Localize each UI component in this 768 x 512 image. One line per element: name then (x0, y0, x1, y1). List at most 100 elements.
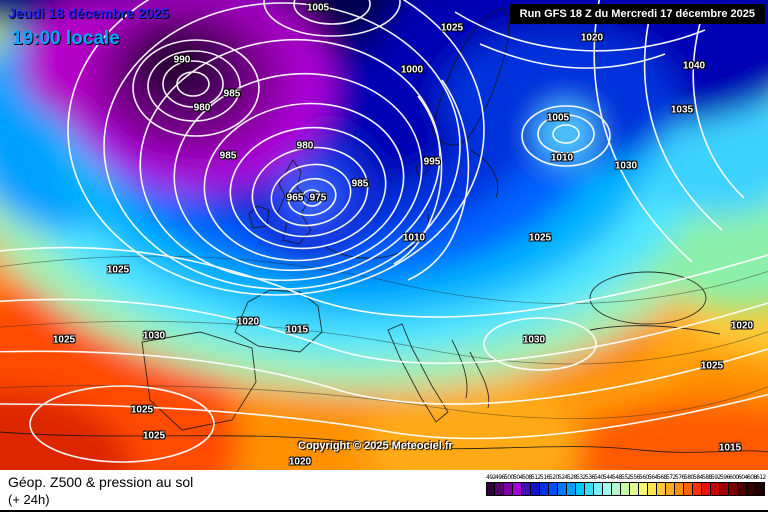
pressure-label: 1025 (106, 264, 130, 276)
colorbar-swatch (486, 482, 495, 496)
colorbar-value: 532 (576, 474, 586, 481)
copyright-text: Copyright © 2025 Meteociel.fr (298, 440, 453, 452)
colorbar-cell: 528 (567, 474, 577, 496)
colorbar-cell: 548 (612, 474, 622, 496)
colorbar-value: 576 (675, 474, 685, 481)
pressure-label: 1030 (142, 330, 166, 342)
pressure-label: 985 (223, 88, 241, 100)
colorbar-swatch (585, 482, 594, 496)
colorbar-value: 552 (621, 474, 631, 481)
pressure-label: 1015 (718, 442, 742, 454)
pressure-label: 1035 (670, 104, 694, 116)
pressure-label: 1010 (550, 152, 574, 164)
colorbar-value: 544 (603, 474, 613, 481)
colorbar-cell: 568 (657, 474, 667, 496)
colorbar-value: 508 (522, 474, 532, 481)
colorbar-value: 592 (711, 474, 721, 481)
colorbar-cell: 584 (693, 474, 703, 496)
colorbar-swatch (594, 482, 603, 496)
chart-title: Géop. Z500 & pression au sol (8, 474, 194, 490)
pressure-label: 1025 (130, 404, 154, 416)
colorbar-value: 524 (558, 474, 568, 481)
colorbar-swatch (576, 482, 585, 496)
colorbar-cell: 576 (675, 474, 685, 496)
colorbar-swatch (720, 482, 729, 496)
colorbar-swatch (612, 482, 621, 496)
colorbar-cell: 500 (504, 474, 514, 496)
colorbar-swatch (738, 482, 747, 496)
colorbar-value: 580 (684, 474, 694, 481)
colorbar-cell: 540 (594, 474, 604, 496)
forecast-local-time: 19:00 locale (12, 28, 120, 49)
colorbar-swatch (756, 482, 765, 496)
colorbar-cell: 496 (495, 474, 505, 496)
pressure-label: 1020 (236, 316, 260, 328)
colorbar-value: 588 (702, 474, 712, 481)
pressure-label: 990 (173, 54, 191, 66)
colorbar-value: 556 (630, 474, 640, 481)
colorbar-value: 612 (756, 474, 766, 481)
pressure-label: 1025 (52, 334, 76, 346)
pressure-label: 985 (351, 178, 369, 190)
colorbar-swatch (693, 482, 702, 496)
colorbar-value: 604 (738, 474, 748, 481)
pressure-label: 1000 (400, 64, 424, 76)
forecast-date: Jeudi 18 décembre 2025 (8, 5, 170, 21)
weather-map: 1005 1025 1020 1000 1040 1035 990 985 980 980 985 9… (0, 0, 768, 470)
colorbar-cell: 544 (603, 474, 613, 496)
pressure-label: 1030 (614, 160, 638, 172)
colorbar-cell: 592 (711, 474, 721, 496)
colorbar-cell: 572 (666, 474, 676, 496)
colorbar-value: 560 (639, 474, 649, 481)
colorbar-value: 536 (585, 474, 595, 481)
isobar-contours (0, 0, 768, 463)
colorbar-cell: 580 (684, 474, 694, 496)
colorbar-value: 596 (720, 474, 730, 481)
pressure-label: 995 (423, 156, 441, 168)
colorbar-swatch (495, 482, 504, 496)
colorbar-value: 572 (666, 474, 676, 481)
pressure-label: 1025 (528, 232, 552, 244)
pressure-label: 1030 (522, 334, 546, 346)
pressure-label: 1005 (306, 2, 330, 14)
colorbar-cell: 588 (702, 474, 712, 496)
colorbar-swatch (513, 482, 522, 496)
colorbar-swatch (522, 482, 531, 496)
colorbar-swatch (666, 482, 675, 496)
colorbar-value: 512 (531, 474, 541, 481)
colorbar-cell: 512 (531, 474, 541, 496)
colorbar-swatch (621, 482, 630, 496)
colorbar-swatch (567, 482, 576, 496)
colorbar-swatch (675, 482, 684, 496)
colorbar-cell: 552 (621, 474, 631, 496)
colorbar-cell: 516 (540, 474, 550, 496)
colorbar-swatch (603, 482, 612, 496)
pressure-label: 1020 (288, 456, 312, 468)
colorbar-cell: 536 (585, 474, 595, 496)
colorbar-cell: 508 (522, 474, 532, 496)
pressure-label: 980 (296, 140, 314, 152)
colorbar-cell: 560 (639, 474, 649, 496)
colorbar-swatch (540, 482, 549, 496)
colorbar-swatch (504, 482, 513, 496)
pressure-labels-layer: 1005 1025 1020 1000 1040 1035 990 985 980 980 985 9… (52, 2, 753, 468)
pressure-label: 965 (286, 192, 304, 204)
legend-bar: Géop. Z500 & pression au sol (+ 24h) 492… (0, 470, 768, 512)
colorbar-value: 540 (594, 474, 604, 481)
forecast-validity: (+ 24h) (8, 492, 50, 507)
pressure-label: 1015 (285, 324, 309, 336)
colorbar-swatch (639, 482, 648, 496)
pressure-label: 1025 (142, 430, 166, 442)
pressure-label: 1025 (440, 22, 464, 34)
colorbar-swatch (630, 482, 639, 496)
colorbar-cell: 564 (648, 474, 658, 496)
colorbar-value: 600 (729, 474, 739, 481)
colorbar-cell: 520 (549, 474, 559, 496)
colorbar-value: 496 (495, 474, 505, 481)
colorbar-value: 520 (549, 474, 559, 481)
colorbar-value: 564 (648, 474, 658, 481)
weather-map-graphic (0, 0, 768, 470)
colorbar-cell: 600 (729, 474, 739, 496)
pressure-label: 1005 (546, 112, 570, 124)
colorbar-swatch (702, 482, 711, 496)
